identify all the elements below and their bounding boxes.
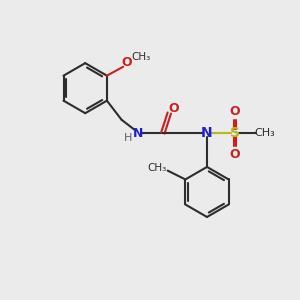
Text: H: H [124,134,133,143]
Text: S: S [230,126,240,140]
Text: CH₃: CH₃ [132,52,151,62]
Text: CH₃: CH₃ [255,128,275,138]
Text: O: O [168,102,179,115]
Text: O: O [230,105,240,119]
Text: O: O [122,56,132,70]
Text: O: O [230,148,240,161]
Text: N: N [133,127,143,140]
Text: N: N [201,126,213,140]
Text: CH₃: CH₃ [148,163,167,173]
